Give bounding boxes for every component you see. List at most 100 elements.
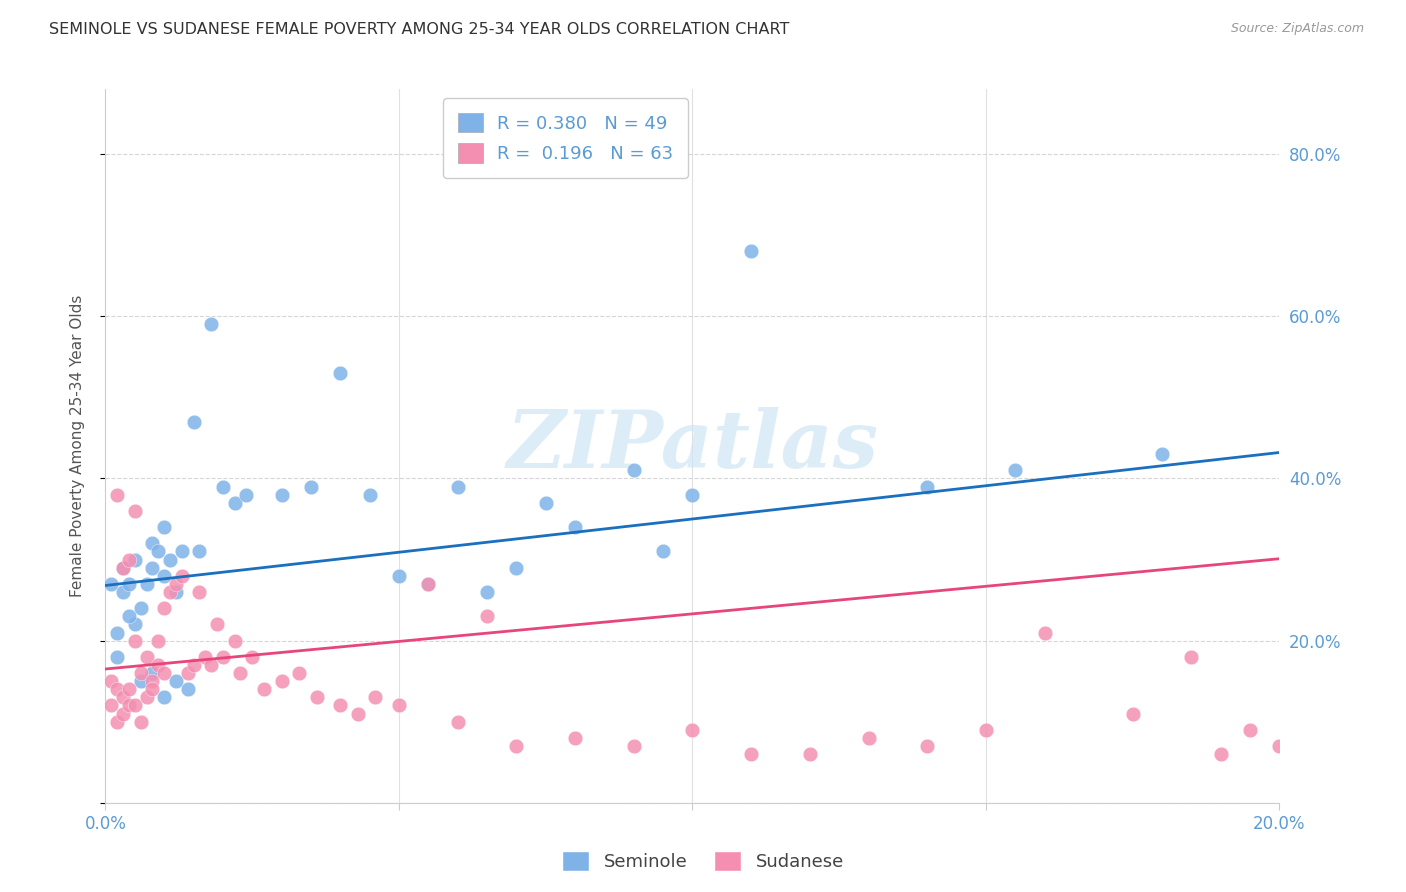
Point <box>270 674 292 689</box>
Point <box>141 666 163 681</box>
Point <box>917 739 939 753</box>
Point <box>100 577 122 591</box>
Point <box>329 698 352 713</box>
Point <box>124 504 146 518</box>
Point <box>176 682 198 697</box>
Point <box>112 560 135 574</box>
Point <box>118 609 141 624</box>
Point <box>1150 447 1173 461</box>
Point <box>1268 739 1291 753</box>
Point <box>205 617 228 632</box>
Point <box>1209 747 1232 761</box>
Point <box>1004 463 1026 477</box>
Point <box>165 674 187 689</box>
Point <box>148 657 170 672</box>
Point <box>112 585 135 599</box>
Y-axis label: Female Poverty Among 25-34 Year Olds: Female Poverty Among 25-34 Year Olds <box>70 295 84 597</box>
Point <box>564 731 586 745</box>
Point <box>141 682 163 697</box>
Point <box>105 682 128 697</box>
Point <box>799 747 821 761</box>
Point <box>124 633 146 648</box>
Point <box>165 585 187 599</box>
Point <box>105 488 128 502</box>
Point <box>176 666 198 681</box>
Point <box>305 690 328 705</box>
Point <box>564 520 586 534</box>
Point <box>148 544 170 558</box>
Point <box>740 244 762 259</box>
Point <box>165 577 187 591</box>
Point <box>124 698 146 713</box>
Point <box>105 649 128 664</box>
Point <box>917 479 939 493</box>
Point <box>682 723 704 737</box>
Point <box>418 577 440 591</box>
Point <box>211 649 233 664</box>
Point <box>1180 649 1202 664</box>
Point <box>153 568 176 582</box>
Point <box>652 544 675 558</box>
Point <box>974 723 997 737</box>
Point <box>100 698 122 713</box>
Point <box>623 739 645 753</box>
Point <box>105 625 128 640</box>
Point <box>112 690 135 705</box>
Point <box>235 488 257 502</box>
Point <box>1122 706 1144 721</box>
Point <box>505 739 527 753</box>
Point <box>129 601 152 615</box>
Text: ZIPatlas: ZIPatlas <box>506 408 879 484</box>
Point <box>112 560 135 574</box>
Point <box>270 488 292 502</box>
Point <box>623 463 645 477</box>
Point <box>183 657 205 672</box>
Point <box>858 731 880 745</box>
Point <box>253 682 276 697</box>
Point <box>124 617 146 632</box>
Point <box>224 633 246 648</box>
Point <box>159 585 181 599</box>
Point <box>740 747 762 761</box>
Point <box>188 585 211 599</box>
Point <box>135 649 157 664</box>
Point <box>505 560 527 574</box>
Point <box>388 568 411 582</box>
Point <box>446 714 468 729</box>
Point <box>229 666 252 681</box>
Point <box>200 318 222 332</box>
Point <box>170 544 193 558</box>
Point <box>475 585 498 599</box>
Point <box>141 536 163 550</box>
Point <box>141 674 163 689</box>
Point <box>188 544 211 558</box>
Point <box>211 479 233 493</box>
Text: Source: ZipAtlas.com: Source: ZipAtlas.com <box>1230 22 1364 36</box>
Point <box>159 552 181 566</box>
Point <box>388 698 411 713</box>
Point <box>105 714 128 729</box>
Point <box>129 666 152 681</box>
Point <box>118 698 141 713</box>
Point <box>364 690 387 705</box>
Legend: Seminole, Sudanese: Seminole, Sudanese <box>555 844 851 879</box>
Point <box>299 479 322 493</box>
Point <box>170 568 193 582</box>
Point <box>112 706 135 721</box>
Point <box>118 577 141 591</box>
Point <box>153 601 176 615</box>
Point <box>240 649 263 664</box>
Point <box>446 479 468 493</box>
Point <box>534 496 557 510</box>
Point <box>118 682 141 697</box>
Point <box>141 560 163 574</box>
Point <box>359 488 381 502</box>
Point <box>118 552 141 566</box>
Point <box>153 520 176 534</box>
Point <box>135 690 157 705</box>
Point <box>1239 723 1261 737</box>
Point <box>100 674 122 689</box>
Text: SEMINOLE VS SUDANESE FEMALE POVERTY AMONG 25-34 YEAR OLDS CORRELATION CHART: SEMINOLE VS SUDANESE FEMALE POVERTY AMON… <box>49 22 790 37</box>
Point <box>200 657 222 672</box>
Point <box>129 674 152 689</box>
